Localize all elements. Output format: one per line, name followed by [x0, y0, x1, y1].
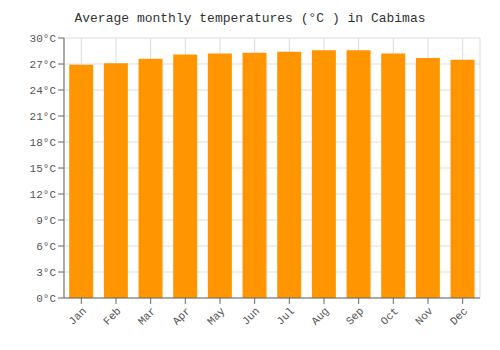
- svg-text:Jan: Jan: [66, 305, 88, 327]
- svg-text:Oct: Oct: [378, 305, 400, 327]
- svg-text:12°C: 12°C: [30, 189, 57, 201]
- svg-text:21°C: 21°C: [30, 111, 57, 123]
- svg-text:0°C: 0°C: [36, 293, 56, 305]
- svg-text:24°C: 24°C: [30, 85, 57, 97]
- svg-text:6°C: 6°C: [36, 241, 56, 253]
- svg-text:Jul: Jul: [274, 305, 296, 327]
- svg-text:Sep: Sep: [344, 305, 366, 327]
- svg-text:Mar: Mar: [136, 305, 158, 327]
- svg-text:3°C: 3°C: [36, 267, 56, 279]
- svg-text:30°C: 30°C: [30, 33, 57, 45]
- svg-text:Jun: Jun: [240, 305, 262, 327]
- svg-text:27°C: 27°C: [30, 59, 57, 71]
- svg-text:May: May: [205, 305, 228, 328]
- svg-text:9°C: 9°C: [36, 215, 56, 227]
- svg-text:Apr: Apr: [170, 305, 192, 327]
- svg-text:Aug: Aug: [309, 305, 331, 327]
- svg-text:Nov: Nov: [413, 305, 436, 328]
- svg-text:18°C: 18°C: [30, 137, 57, 149]
- html-text:Average monthly temperatures (: Average monthly temperatures (°C ) in Ca…: [74, 11, 426, 26]
- svg-text:15°C: 15°C: [30, 163, 57, 175]
- svg-text:Dec: Dec: [448, 305, 470, 327]
- svg-text:Feb: Feb: [101, 305, 123, 327]
